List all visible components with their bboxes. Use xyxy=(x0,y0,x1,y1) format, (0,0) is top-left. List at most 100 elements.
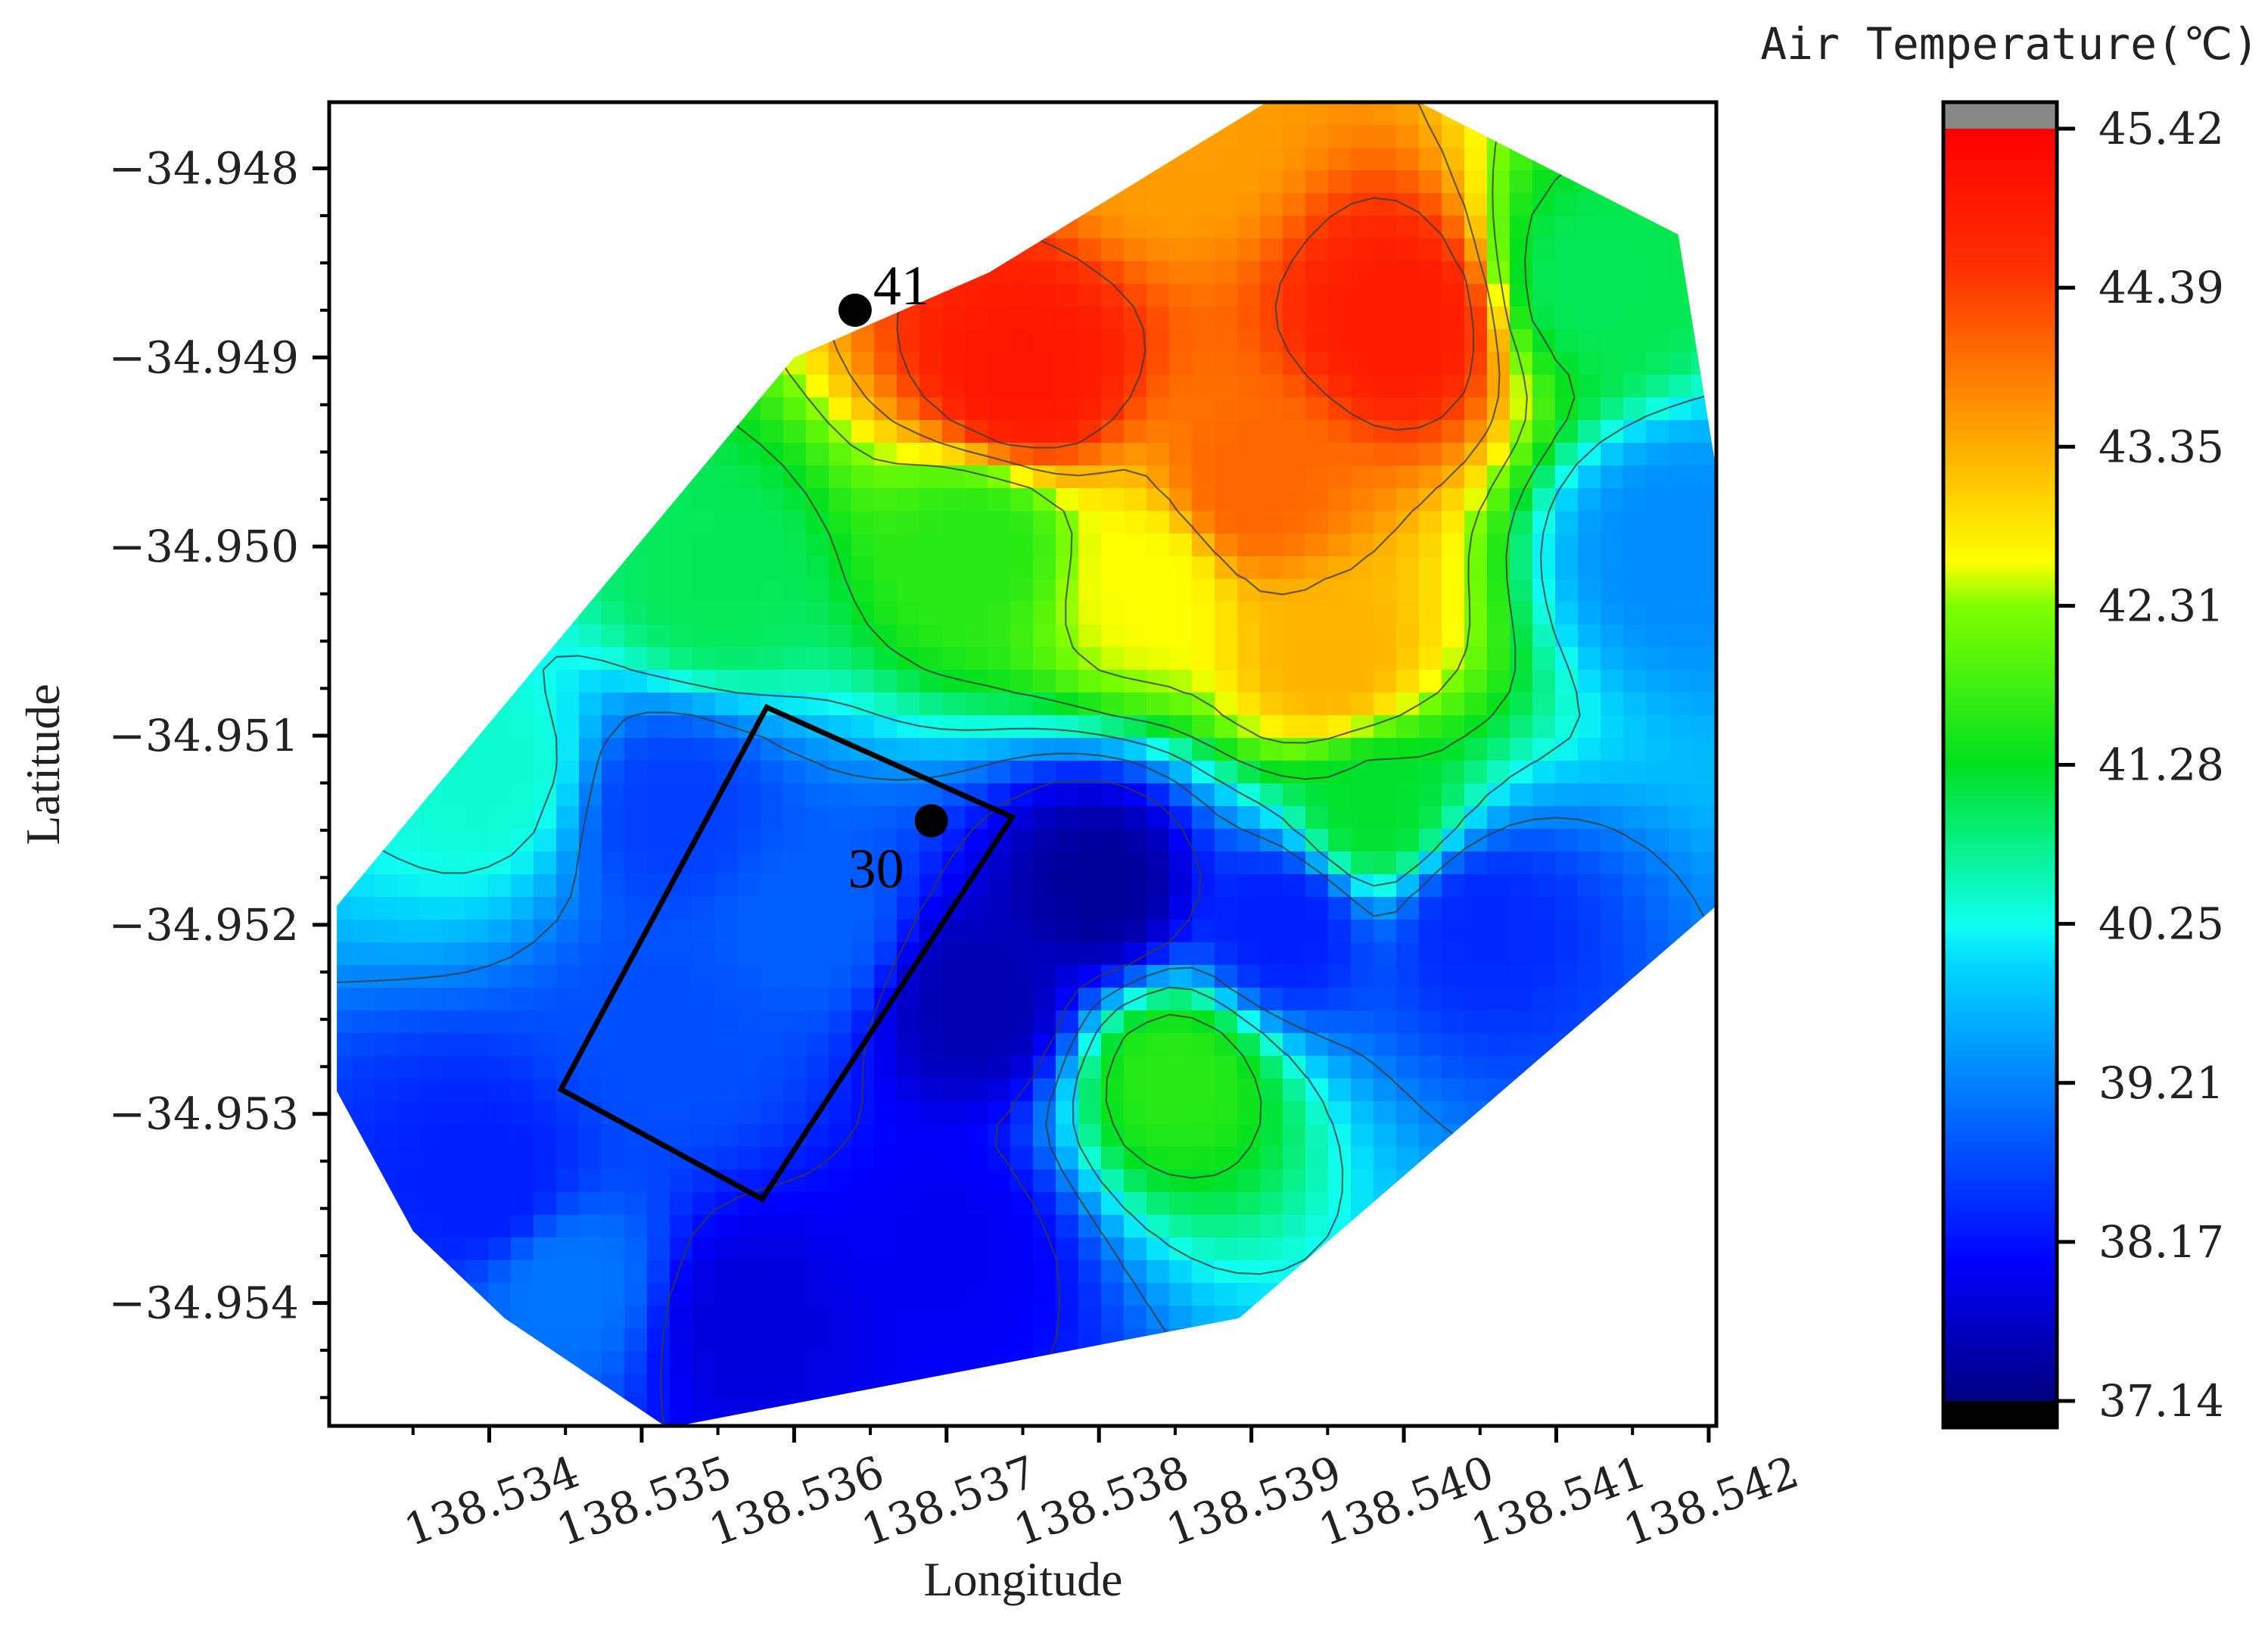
field-cell xyxy=(1101,465,1125,489)
field-cell xyxy=(375,579,398,602)
field-cell xyxy=(783,1260,807,1284)
field-cell xyxy=(1396,148,1420,171)
field-cell xyxy=(420,511,443,534)
field-cell xyxy=(829,125,852,148)
field-cell xyxy=(1101,216,1125,239)
field-cell xyxy=(942,216,966,239)
field-cell xyxy=(352,397,375,421)
field-cell xyxy=(1623,1056,1647,1079)
field-cell xyxy=(919,988,943,1011)
field-cell xyxy=(511,148,534,171)
field-cell xyxy=(851,1147,875,1170)
field-cell xyxy=(1555,1328,1579,1352)
field-cell xyxy=(534,1147,557,1170)
field-cell xyxy=(443,556,466,580)
field-cell xyxy=(1010,534,1034,557)
field-cell xyxy=(1283,148,1306,171)
field-cell xyxy=(1396,693,1420,716)
field-cell xyxy=(602,1010,625,1034)
field-cell xyxy=(1237,647,1261,671)
field-cell xyxy=(1237,125,1261,148)
field-cell xyxy=(1601,216,1624,239)
field-cell xyxy=(965,602,988,625)
field-cell xyxy=(1487,488,1510,512)
field-cell xyxy=(1623,1147,1647,1170)
field-cell xyxy=(1192,1033,1215,1057)
field-cell xyxy=(1169,1283,1193,1306)
field-cell xyxy=(375,534,398,557)
field-cell xyxy=(511,1306,534,1329)
field-cell xyxy=(397,284,421,307)
field-cell xyxy=(715,329,739,353)
field-cell xyxy=(1283,170,1306,194)
field-cell xyxy=(715,465,739,489)
field-cell xyxy=(511,556,534,580)
field-cell xyxy=(1578,1147,1601,1170)
field-cell xyxy=(579,965,602,988)
field-cell xyxy=(1033,556,1056,580)
field-cell xyxy=(1283,1215,1306,1238)
field-cell xyxy=(1442,1328,1465,1352)
field-cell xyxy=(1078,420,1102,444)
field-cell xyxy=(1532,420,1556,444)
field-cell xyxy=(556,420,580,444)
field-cell xyxy=(624,307,648,330)
field-cell xyxy=(624,352,648,375)
field-cell xyxy=(1260,1328,1283,1352)
field-cell xyxy=(1351,170,1374,194)
field-cell xyxy=(761,1306,784,1329)
field-cell xyxy=(579,602,602,625)
field-cell xyxy=(465,783,489,807)
field-cell xyxy=(1056,216,1079,239)
field-cell xyxy=(1169,102,1193,126)
field-cell xyxy=(1532,1306,1556,1329)
field-cell xyxy=(1237,352,1261,375)
field-cell xyxy=(647,806,670,830)
field-cell xyxy=(1101,1260,1125,1284)
field-cell xyxy=(511,579,534,602)
field-cell xyxy=(647,511,670,534)
field-cell xyxy=(1124,920,1147,943)
field-cell xyxy=(1215,216,1238,239)
field-cell xyxy=(1532,693,1556,716)
field-cell xyxy=(624,1192,648,1216)
field-cell xyxy=(1601,102,1624,126)
field-cell xyxy=(942,1079,966,1102)
field-cell xyxy=(1374,1033,1397,1057)
field-cell xyxy=(1555,556,1579,580)
field-cell xyxy=(1510,1010,1533,1034)
field-cell xyxy=(1532,261,1556,285)
field-cell xyxy=(829,1328,852,1352)
field-cell xyxy=(556,488,580,512)
field-cell xyxy=(1555,920,1579,943)
field-cell xyxy=(337,488,353,512)
field-cell xyxy=(1328,397,1352,421)
field-cell xyxy=(420,602,443,625)
field-cell xyxy=(715,420,739,444)
field-cell xyxy=(1237,443,1261,466)
field-cell xyxy=(1464,1283,1488,1306)
field-cell xyxy=(1260,1192,1283,1216)
field-cell xyxy=(897,1283,920,1306)
field-cell xyxy=(1146,193,1170,216)
field-cell xyxy=(1124,1396,1147,1420)
field-cell xyxy=(420,1192,443,1216)
field-cell xyxy=(556,624,580,648)
field-cell xyxy=(1056,261,1079,285)
field-cell xyxy=(806,1147,829,1170)
field-cell xyxy=(511,783,534,807)
field-cell xyxy=(420,1169,443,1193)
field-cell xyxy=(670,284,693,307)
field-cell xyxy=(443,102,466,126)
field-cell xyxy=(1442,1101,1465,1125)
field-cell xyxy=(1078,783,1102,807)
field-cell xyxy=(1283,397,1306,421)
field-cell xyxy=(1623,170,1647,194)
colorbar-tick-label: 38.17 xyxy=(2098,1216,2224,1268)
field-cell xyxy=(965,216,988,239)
field-cell xyxy=(397,193,421,216)
field-cell xyxy=(352,1124,375,1147)
field-cell xyxy=(715,1147,739,1170)
field-cell xyxy=(556,1260,580,1284)
field-cell xyxy=(1396,874,1420,898)
